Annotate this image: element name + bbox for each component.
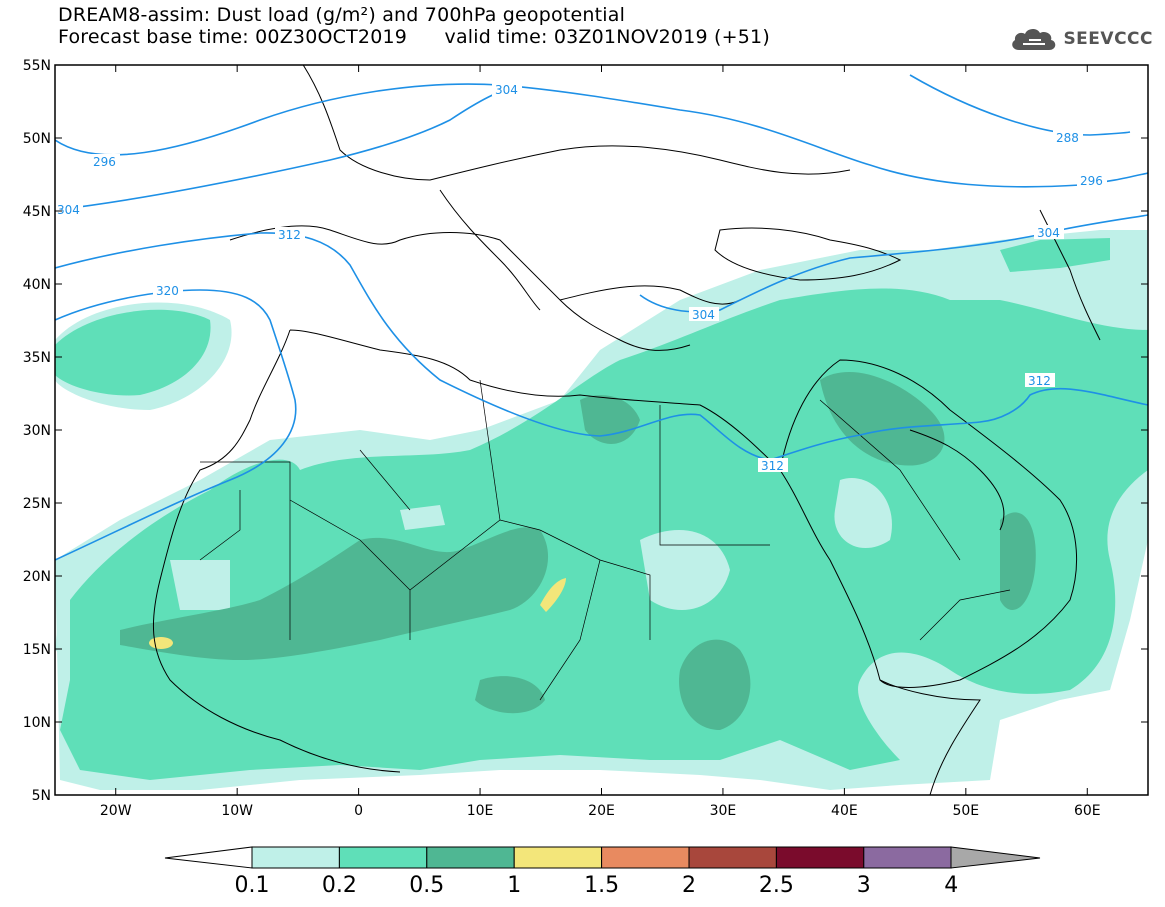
colorbar-swatch [338, 846, 428, 869]
colorbar-tick-label: 0.5 [409, 873, 444, 898]
cloud-icon [1012, 28, 1056, 50]
colorbar-over-triangle [950, 846, 1041, 869]
colorbar: 0.1 0.2 0.5 1 1.5 2 2.5 3 4 [164, 846, 1041, 898]
colorbar-swatch [426, 846, 515, 869]
colorbar-swatch [775, 846, 865, 869]
lat-label: 15N [23, 642, 51, 658]
lon-label: 10W [221, 803, 253, 819]
title-line-2: Forecast base time: 00Z30OCT2019 valid t… [58, 26, 770, 48]
lon-label: 20W [100, 803, 132, 819]
latitude-axis: 55N 50N 45N 40N 35N 30N 25N 20N 15N 10N 5N [23, 58, 1148, 804]
colorbar-swatch [513, 846, 603, 869]
country-borders [199, 379, 1011, 701]
contour-label: 312 [761, 459, 784, 473]
lon-label: 0 [354, 803, 363, 819]
contour-label: 320 [156, 284, 179, 298]
colorbar-swatch [251, 846, 340, 869]
colorbar-swatch [863, 846, 952, 869]
colorbar-tick-label: 1 [507, 873, 521, 898]
lat-label: 20N [23, 569, 51, 585]
colorbar-tick-label: 2 [682, 873, 696, 898]
colorbar-tick-label: 0.1 [235, 873, 270, 898]
lat-label: 50N [23, 131, 51, 147]
dust-holes [170, 478, 892, 610]
lat-label: 25N [23, 496, 51, 512]
contour-label: 304 [692, 308, 715, 322]
lon-label: 10E [467, 803, 494, 819]
colorbar-tick-label: 3 [857, 873, 871, 898]
contour-label: 312 [1028, 374, 1051, 388]
dust-layer-0.5 [120, 371, 1036, 730]
contour-label: 296 [93, 155, 116, 169]
seevccc-logo: SEEVCCC [1009, 26, 1153, 52]
colorbar-tick-label: 4 [944, 873, 958, 898]
contour-label-group: 304 288 296 296 304 312 304 320 312 304 … [55, 82, 1107, 473]
colorbar-under-triangle [164, 846, 253, 869]
lon-label: 40E [831, 803, 858, 819]
contour-label: 296 [1080, 174, 1103, 188]
contour-label: 304 [495, 83, 518, 97]
contour-label: 304 [1037, 226, 1060, 240]
lon-label: 50E [952, 803, 979, 819]
contour-label: 312 [278, 228, 301, 242]
lat-label: 10N [23, 715, 51, 731]
coastlines [153, 65, 1101, 795]
contour-label: 288 [1056, 131, 1079, 145]
colorbar-tick-label: 2.5 [759, 873, 794, 898]
longitude-axis: 20W 10W 0 10E 20E 30E 40E 50E 60E [100, 65, 1101, 819]
lat-label: 40N [23, 277, 51, 293]
lon-label: 20E [588, 803, 615, 819]
logo-text: SEEVCCC [1063, 29, 1153, 49]
lat-label: 45N [23, 204, 51, 220]
contour-label: 304 [57, 203, 80, 217]
figure-title: DREAM8-assim: Dust load (g/m²) and 700hP… [58, 4, 770, 48]
lat-label: 55N [23, 58, 51, 74]
title-line-1: DREAM8-assim: Dust load (g/m²) and 700hP… [58, 4, 626, 26]
colorbar-tick-label: 1.5 [584, 873, 619, 898]
lat-label: 30N [23, 423, 51, 439]
colorbar-swatch [601, 846, 690, 869]
lon-label: 60E [1074, 803, 1101, 819]
lat-label: 5N [32, 788, 51, 804]
colorbar-swatch [688, 846, 777, 869]
lon-label: 30E [710, 803, 737, 819]
lat-label: 35N [23, 350, 51, 366]
colorbar-tick-label: 0.2 [322, 873, 357, 898]
